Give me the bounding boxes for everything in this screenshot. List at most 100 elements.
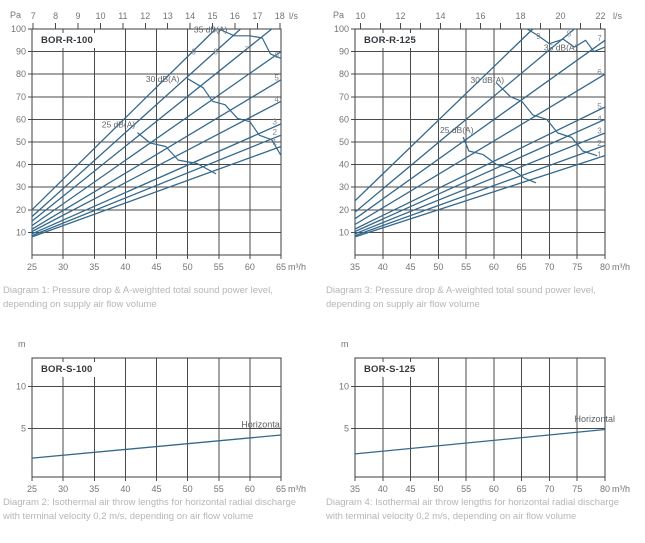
curve-setting-8 (354, 28, 576, 213)
x-tick-label: 65 (517, 262, 527, 272)
x-tick-label: 55 (461, 484, 471, 494)
x-tick-label: 25 (27, 484, 37, 494)
top-axis-unit-label: l/s (289, 11, 299, 21)
y-tick-label: 10 (16, 382, 26, 392)
y-tick-label: 10 (339, 382, 349, 392)
x-tick-label: 70 (544, 262, 554, 272)
x-tick-label: 40 (120, 262, 130, 272)
chart-title-bor-r-125: BOR-R-125 (359, 33, 422, 48)
curve-setting-9 (31, 28, 217, 211)
y-tick-label: 60 (16, 114, 26, 124)
x-tick-label: 45 (406, 484, 416, 494)
x-tick-label: 55 (461, 262, 471, 272)
caption-line: with terminal velocity 0,2 m/s, dependin… (3, 511, 254, 522)
curve-setting-6 (354, 73, 606, 226)
top-tick-label: 17 (252, 11, 262, 21)
setting-label-9: 9 (536, 32, 541, 41)
y-tick-label: 30 (339, 182, 349, 192)
curve-setting-6 (31, 50, 282, 227)
y-tick-label: 30 (16, 182, 26, 192)
y-tick-label: 10 (16, 227, 26, 237)
curve-setting-1 (354, 154, 606, 238)
x-tick-label: 45 (151, 484, 161, 494)
curve-setting-9 (354, 28, 534, 202)
contour-25dBA (137, 132, 217, 175)
x-tick-label: 60 (245, 262, 255, 272)
top-tick-label: 16 (476, 11, 486, 21)
setting-label-9: 9 (192, 48, 197, 57)
y-tick-label: 40 (16, 160, 26, 170)
setting-label-4: 4 (597, 114, 602, 123)
caption-diagram-1: Diagram 1: Pressure drop & A-weighted to… (3, 284, 315, 312)
y-tick-label: 70 (16, 92, 26, 102)
x-tick-label: 65 (276, 262, 286, 272)
x-tick-label: 30 (58, 262, 68, 272)
x-tick-label: 50 (183, 262, 193, 272)
x-tick-label: 60 (489, 262, 499, 272)
top-tick-label: 12 (140, 11, 150, 21)
x-tick-label: 80 (600, 484, 610, 494)
setting-label-2: 2 (273, 128, 278, 137)
top-tick-label: 20 (556, 11, 566, 21)
contour-label: 35 dB(A) (544, 42, 578, 52)
y-tick-label: 80 (16, 69, 26, 79)
setting-label-4: 4 (274, 95, 279, 104)
top-tick-label: 10 (356, 11, 366, 21)
x-axis-unit-label: m³/h (612, 484, 630, 494)
contour-30dBA (496, 82, 598, 157)
setting-label-2: 2 (597, 139, 602, 148)
top-tick-label: 13 (163, 11, 173, 21)
y-tick-label: 40 (339, 160, 349, 170)
x-axis-unit-label: m³/h (612, 262, 630, 272)
caption-diagram-4: Diagram 4: Isothermal air throw lengths … (326, 496, 638, 524)
top-tick-label: 9 (76, 11, 81, 21)
x-tick-label: 50 (183, 484, 193, 494)
caption-line: Diagram 4: Isothermal air throw lengths … (326, 497, 620, 508)
curve-setting-7 (31, 28, 273, 222)
x-tick-label: 75 (572, 484, 582, 494)
top-tick-label: 8 (53, 11, 58, 21)
y-axis-unit-label: Pa (333, 10, 344, 20)
y-tick-label: 20 (339, 205, 349, 215)
x-tick-label: 50 (433, 484, 443, 494)
curve-setting-5 (31, 79, 282, 230)
caption-line: Diagram 2: Isothermal air throw lengths … (3, 497, 297, 508)
curve-horizontal-throw (354, 428, 606, 455)
top-tick-label: 10 (95, 11, 105, 21)
y-tick-label: 90 (339, 47, 349, 57)
top-axis-unit-label: l/s (613, 11, 623, 21)
setting-label-7: 7 (245, 45, 250, 54)
top-tick-label: 18 (516, 11, 526, 21)
contour-25dBA (462, 136, 537, 184)
curve-setting-5 (354, 106, 606, 230)
setting-label-7: 7 (597, 34, 602, 43)
x-tick-label: 35 (89, 262, 99, 272)
x-tick-label: 75 (572, 262, 582, 272)
contour-30dBA (187, 78, 282, 157)
x-tick-label: 55 (214, 484, 224, 494)
y-tick-label: 100 (334, 24, 349, 34)
contour-label: 25 dB(A) (102, 119, 136, 129)
y-axis-unit-label: m (341, 339, 349, 349)
caption-line: Diagram 1: Pressure drop & A-weighted to… (3, 285, 273, 296)
x-axis-unit-label: m³/h (288, 484, 306, 494)
plot-border (354, 357, 606, 478)
curve-label-horizontal-throw: Horizontal (241, 419, 282, 429)
setting-label-3: 3 (273, 118, 278, 127)
curve-setting-3 (31, 123, 282, 235)
y-tick-label: 5 (344, 424, 349, 434)
y-tick-label: 100 (11, 24, 26, 34)
curve-setting-8 (31, 28, 242, 218)
x-tick-label: 30 (58, 484, 68, 494)
x-tick-label: 65 (517, 484, 527, 494)
setting-label-5: 5 (597, 102, 602, 111)
setting-label-6: 6 (597, 68, 602, 77)
setting-label-5: 5 (274, 74, 279, 83)
curve-setting-4 (354, 118, 606, 233)
top-tick-label: 18 (275, 11, 285, 21)
caption-diagram-3: Diagram 3: Pressure drop & A-weighted to… (326, 284, 638, 312)
caption-diagram-2: Diagram 2: Isothermal air throw lengths … (3, 496, 315, 524)
contour-35dBA (218, 28, 282, 60)
x-tick-label: 45 (151, 262, 161, 272)
